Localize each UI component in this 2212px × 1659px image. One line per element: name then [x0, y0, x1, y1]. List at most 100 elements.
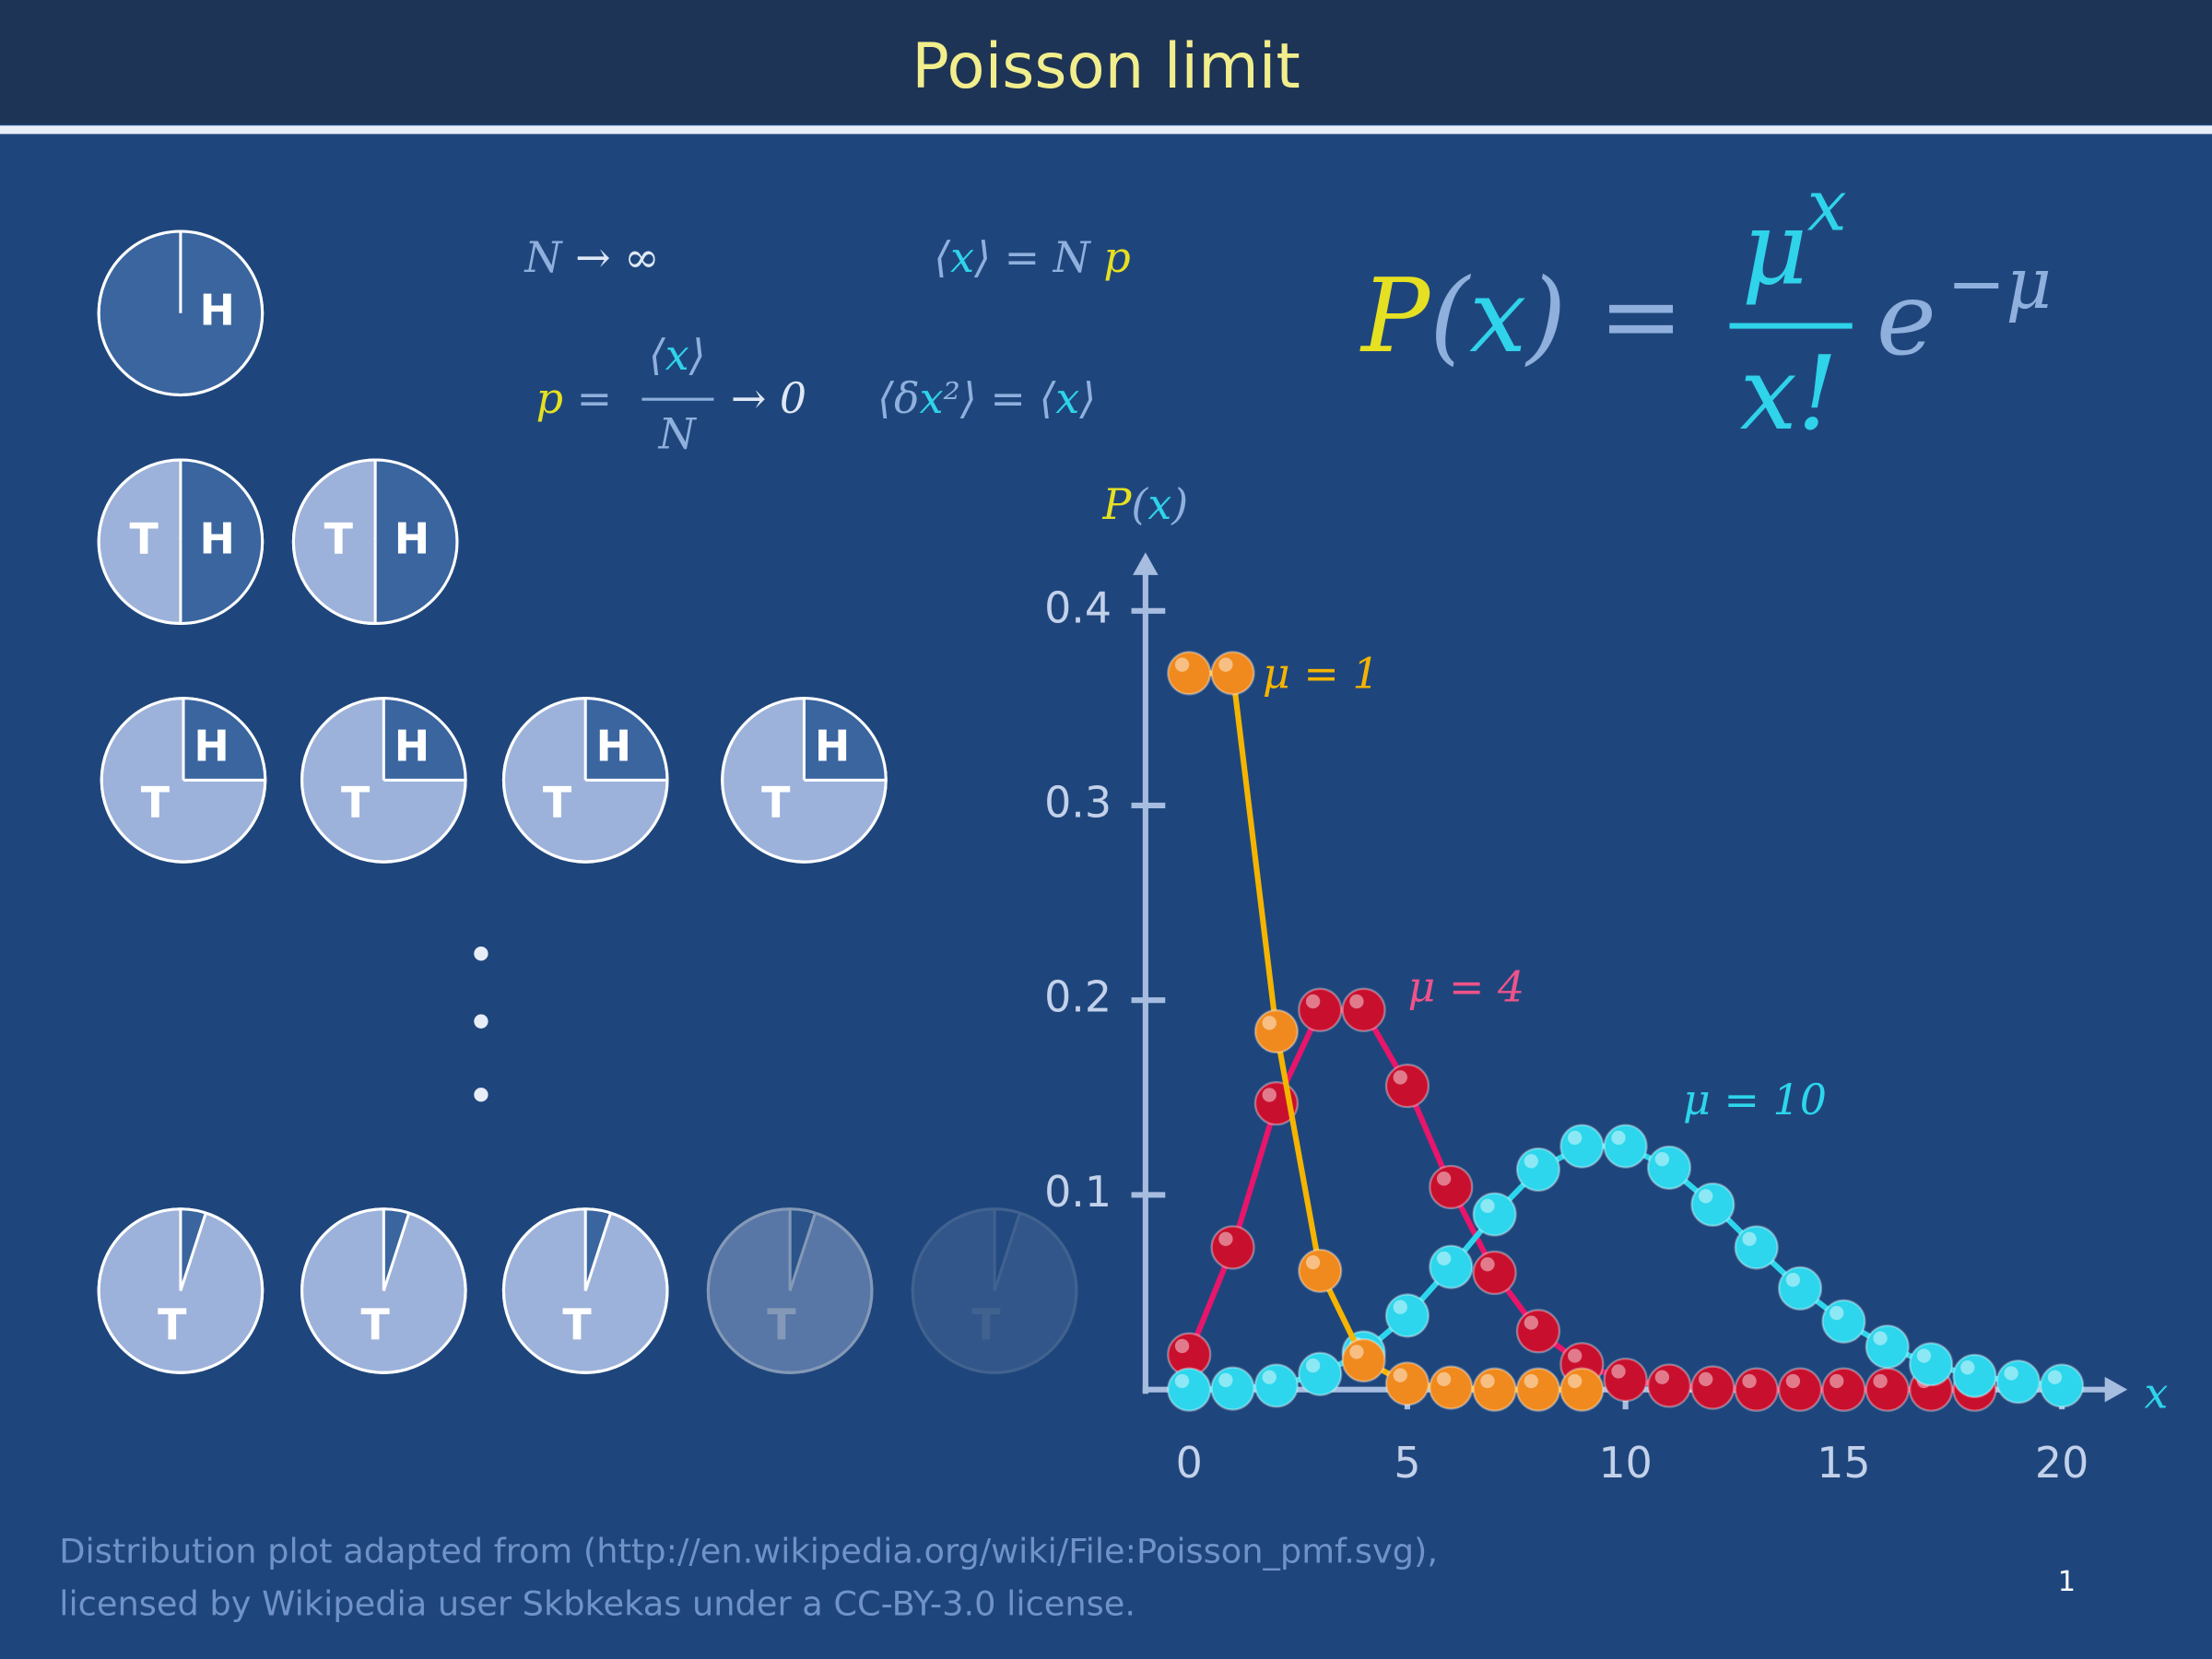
data-point	[1995, 1359, 2041, 1405]
point-highlight	[1393, 1300, 1407, 1314]
point-highlight	[1436, 1171, 1452, 1186]
x-axis-label: x	[2145, 1368, 2169, 1418]
formula-part: ⟩	[1078, 373, 1096, 423]
point-highlight	[1830, 1305, 1844, 1321]
formula-part: x	[950, 232, 974, 282]
coin-rim	[300, 697, 467, 864]
point-highlight	[1654, 1370, 1670, 1384]
tails-label: T	[971, 1300, 1001, 1349]
point-highlight	[1349, 1345, 1364, 1359]
formula: −μ	[1947, 243, 2052, 325]
dot	[474, 947, 488, 961]
point-highlight	[1568, 1373, 1583, 1389]
point-highlight	[1524, 1315, 1538, 1330]
formula-part: x	[665, 330, 689, 380]
title: Poisson limit	[912, 29, 1300, 102]
coin: HT	[501, 697, 669, 864]
formula: ⟨x⟩	[649, 330, 706, 380]
coin-rim	[706, 1207, 874, 1374]
point-highlight	[1480, 1257, 1495, 1272]
data-point	[1472, 1367, 1517, 1412]
data-point	[1908, 1342, 1954, 1387]
data-point	[2040, 1363, 2085, 1408]
formula: N	[658, 408, 698, 458]
formula-part: ⟩ = N	[973, 232, 1092, 282]
point-highlight	[1830, 1373, 1844, 1389]
point-highlight	[2047, 1370, 2063, 1384]
data-point	[1646, 1363, 1692, 1408]
data-point	[1559, 1124, 1605, 1169]
tails-label: T	[341, 777, 371, 827]
data-point	[1603, 1357, 1648, 1403]
point-highlight	[1436, 1371, 1452, 1387]
formula: x	[1807, 166, 1847, 248]
point-highlight	[1611, 1130, 1626, 1146]
data-point	[1210, 651, 1255, 696]
point-highlight	[1174, 1373, 1190, 1389]
coin-rim	[300, 1207, 467, 1374]
tails-label: T	[562, 1300, 592, 1349]
data-point	[1821, 1299, 1866, 1344]
tails-label: T	[141, 777, 171, 827]
formula: → 0	[731, 373, 806, 423]
formula-part: μ	[1742, 189, 1808, 307]
heads-sector	[804, 698, 887, 781]
point-highlight	[1262, 1370, 1277, 1384]
coin-rim	[97, 458, 265, 626]
point-highlight	[1742, 1373, 1757, 1389]
coin-rim	[721, 697, 888, 864]
x-tick-label: 20	[2035, 1438, 2088, 1488]
point-highlight	[1218, 1372, 1233, 1388]
coin-rim	[100, 697, 267, 864]
coin-rim	[501, 697, 669, 864]
formula-part: ) =	[1524, 257, 1683, 375]
heads-sector	[790, 1208, 816, 1291]
data-point	[1777, 1265, 1823, 1311]
point-highlight	[1480, 1373, 1495, 1389]
data-point	[1298, 987, 1343, 1032]
point-highlight	[1699, 1189, 1713, 1204]
y-axis-label: P(x)	[1102, 479, 1189, 529]
title-bar	[0, 0, 2212, 124]
formula-part: =	[563, 373, 612, 423]
data-point	[1384, 1293, 1430, 1338]
formula-part: P	[1102, 479, 1133, 529]
coin: T	[501, 1207, 669, 1374]
coin-rim	[501, 1207, 669, 1374]
sector-edge	[179, 1212, 207, 1291]
point-highlight	[1654, 1152, 1670, 1167]
coin-face	[911, 1207, 1078, 1374]
point-highlight	[1873, 1373, 1888, 1389]
formula-part: p	[536, 373, 563, 423]
data-point	[1690, 1182, 1735, 1228]
data-point	[1603, 1124, 1648, 1169]
data-point	[1429, 1365, 1474, 1410]
formula: x!	[1740, 335, 1838, 453]
tails-label: T	[129, 513, 159, 563]
formula: p =	[536, 373, 612, 423]
coin-rim	[97, 1207, 265, 1374]
heads-sector	[585, 698, 667, 781]
x-tick-label: 5	[1394, 1438, 1420, 1488]
heads-sector	[994, 1208, 1020, 1291]
point-highlight	[1393, 1070, 1407, 1085]
data-point	[1341, 987, 1386, 1032]
formula-part: (	[1131, 479, 1148, 529]
coin-rim	[911, 1207, 1078, 1374]
point-highlight	[1393, 1368, 1407, 1382]
series-label: μ = 1	[1263, 649, 1380, 699]
x-tick-label: 0	[1176, 1438, 1203, 1488]
point-highlight	[1174, 1338, 1190, 1354]
page-number: 1	[2058, 1566, 2076, 1598]
heads-sector	[383, 698, 466, 781]
point-highlight	[1568, 1348, 1583, 1363]
point-highlight	[1611, 1364, 1626, 1379]
footer-line: Distribution plot adapted from (http://e…	[59, 1532, 1438, 1571]
data-point	[1646, 1145, 1692, 1190]
formula: ⟨δx²⟩ = ⟨x⟩	[877, 373, 1096, 423]
formula-part: )	[1171, 479, 1188, 529]
data-point	[1515, 1309, 1561, 1354]
point-highlight	[1218, 657, 1233, 672]
coin: HT	[721, 697, 888, 864]
